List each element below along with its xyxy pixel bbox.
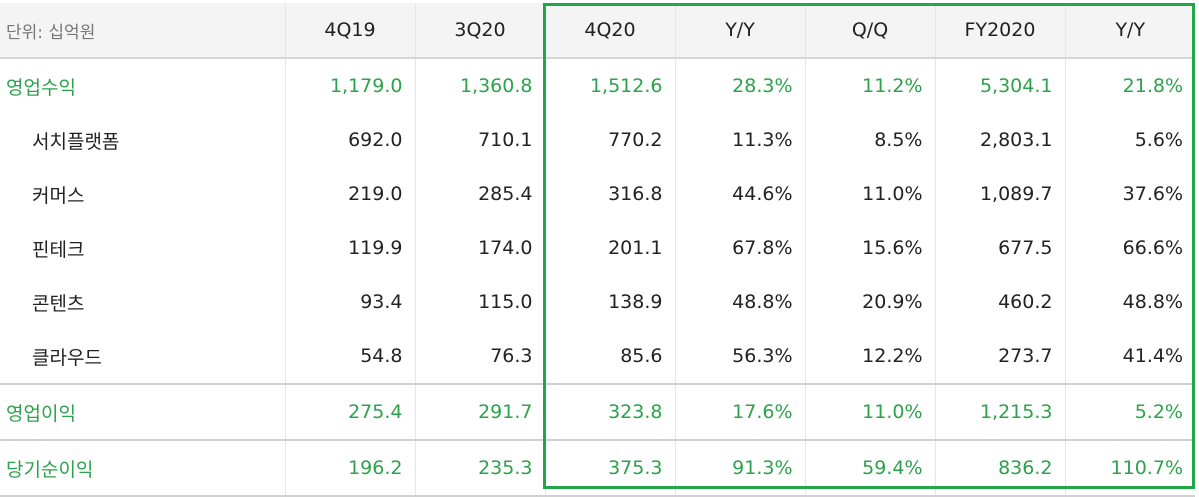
value-cell: 710.1 (414, 113, 545, 167)
value-cell: 1,089.7 (934, 167, 1065, 221)
value-cell: 174.0 (414, 221, 545, 275)
value-cell: 692.0 (284, 113, 415, 167)
value-cell: 275.4 (284, 383, 415, 440)
value-cell: 48.8% (1064, 275, 1195, 329)
value-cell: 1,179.0 (284, 58, 415, 113)
header-cell: 3Q20 (414, 3, 545, 59)
value-cell: 12.2% (804, 329, 935, 384)
value-cell: 836.2 (934, 439, 1065, 497)
header-cell: Y/Y (1064, 3, 1195, 59)
header-row: 단위: 십억원 4Q19 3Q20 4Q20 Y/Y Q/Q FY2020 Y/Y (0, 3, 1195, 59)
value-cell: 59.4% (804, 439, 935, 497)
value-cell: 41.4% (1064, 329, 1195, 384)
value-cell: 21.8% (1064, 58, 1195, 113)
row-label: 클라우드 (32, 346, 102, 369)
value-cell: 196.2 (284, 439, 415, 497)
table-row: 커머스 219.0 285.4 316.8 44.6% 11.0% 1,089.7 37.6% (0, 167, 1195, 221)
value-cell: 11.0% (804, 167, 935, 221)
table-row: 당기순이익 196.2 235.3 375.3 91.3% 59.4% 836.2 110.7… (0, 439, 1195, 497)
value-cell: 138.9 (544, 275, 675, 329)
row-label: 당기순이익 (0, 439, 285, 497)
value-cell: 677.5 (934, 221, 1065, 275)
value-cell: 316.8 (544, 167, 675, 221)
value-cell: 56.3% (674, 329, 805, 384)
results-table: 단위: 십억원 4Q19 3Q20 4Q20 Y/Y Q/Q FY2020 Y/Y 영업수익 1… (0, 3, 1195, 497)
row-label: 커머스 (32, 184, 85, 207)
header-cell: 4Q19 (284, 3, 415, 59)
row-label: 핀테크 (32, 238, 85, 261)
value-cell: 93.4 (284, 275, 415, 329)
value-cell: 17.6% (674, 383, 805, 440)
value-cell: 20.9% (804, 275, 935, 329)
header-cell: 단위: 십억원 (0, 3, 285, 59)
value-cell: 11.3% (674, 113, 805, 167)
table-row: 서치플랫폼 692.0 710.1 770.2 11.3% 8.5% 2,803.1 5.6% (0, 113, 1195, 167)
value-cell: 110.7% (1064, 439, 1195, 497)
table-row: 클라우드 54.8 76.3 85.6 56.3% 12.2% 273.7 41.4% (0, 329, 1195, 384)
value-cell: 291.7 (414, 383, 545, 440)
value-cell: 235.3 (414, 439, 545, 497)
value-cell: 11.0% (804, 383, 935, 440)
value-cell: 460.2 (934, 275, 1065, 329)
table-body: 영업수익 1,179.0 1,360.8 1,512.6 28.3% 11.2% 5,304… (0, 58, 1195, 497)
row-label: 서치플랫폼 (32, 130, 120, 153)
value-cell: 273.7 (934, 329, 1065, 384)
value-cell: 119.9 (284, 221, 415, 275)
value-cell: 770.2 (544, 113, 675, 167)
value-cell: 8.5% (804, 113, 935, 167)
value-cell: 375.3 (544, 439, 675, 497)
value-cell: 201.1 (544, 221, 675, 275)
value-cell: 2,803.1 (934, 113, 1065, 167)
value-cell: 1,215.3 (934, 383, 1065, 440)
value-cell: 323.8 (544, 383, 675, 440)
header-cell: 4Q20 (544, 3, 675, 59)
value-cell: 1,360.8 (414, 58, 545, 113)
value-cell: 15.6% (804, 221, 935, 275)
value-cell: 285.4 (414, 167, 545, 221)
value-cell: 91.3% (674, 439, 805, 497)
row-label: 영업이익 (0, 383, 285, 440)
value-cell: 67.8% (674, 221, 805, 275)
table-row: 콘텐츠 93.4 115.0 138.9 48.8% 20.9% 460.2 48.8% (0, 275, 1195, 329)
value-cell: 1,512.6 (544, 58, 675, 113)
table-row: 영업이익 275.4 291.7 323.8 17.6% 11.0% 1,215.3 5.2% (0, 383, 1195, 440)
header-cell: Q/Q (804, 3, 935, 59)
value-cell: 5,304.1 (934, 58, 1065, 113)
value-cell: 48.8% (674, 275, 805, 329)
value-cell: 5.2% (1064, 383, 1195, 440)
value-cell: 66.6% (1064, 221, 1195, 275)
value-cell: 54.8 (284, 329, 415, 384)
value-cell: 76.3 (414, 329, 545, 384)
value-cell: 28.3% (674, 58, 805, 113)
table-row: 영업수익 1,179.0 1,360.8 1,512.6 28.3% 11.2% 5,304… (0, 58, 1195, 113)
row-label: 영업수익 (6, 76, 76, 99)
value-cell: 115.0 (414, 275, 545, 329)
value-cell: 85.6 (544, 329, 675, 384)
row-label: 콘텐츠 (32, 292, 85, 315)
table-row: 핀테크 119.9 174.0 201.1 67.8% 15.6% 677.5 66.6% (0, 221, 1195, 275)
value-cell: 44.6% (674, 167, 805, 221)
value-cell: 5.6% (1064, 113, 1195, 167)
value-cell: 37.6% (1064, 167, 1195, 221)
header-cell: Y/Y (674, 3, 805, 59)
header-cell: FY2020 (934, 3, 1065, 59)
value-cell: 219.0 (284, 167, 415, 221)
value-cell: 11.2% (804, 58, 935, 113)
